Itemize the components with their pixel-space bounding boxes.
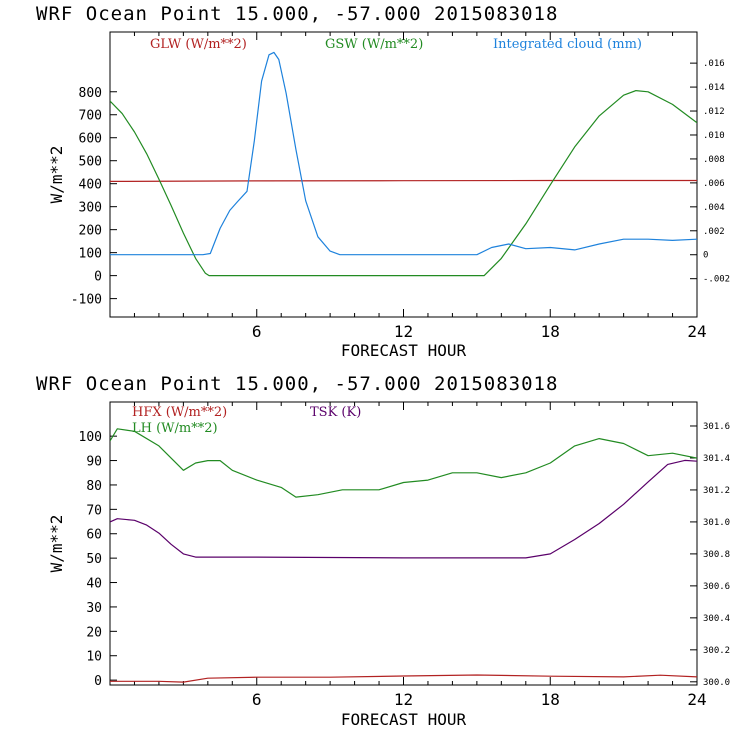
series-line-glw <box>110 179 697 182</box>
y-tick-label: 500 <box>79 155 102 170</box>
y-tick-label: 40 <box>86 577 102 592</box>
y-tick-label: 30 <box>86 601 102 616</box>
right-y-tick-label: .014 <box>703 83 725 93</box>
right-y-tick-label: 301.4 <box>703 454 730 464</box>
y-tick-label: 0 <box>94 270 102 285</box>
y-tick-label: 60 <box>86 528 102 543</box>
legend-tsk: TSK (K) <box>310 405 361 420</box>
y-tick-label: 20 <box>86 625 102 640</box>
y-tick-label: 90 <box>86 455 102 470</box>
right-y-tick-label: 301.2 <box>703 486 730 496</box>
y-tick-label: 80 <box>86 479 102 494</box>
right-y-tick-label: 300.4 <box>703 614 730 624</box>
right-y-tick-label: .010 <box>703 131 725 141</box>
x-tick-label: 12 <box>394 690 413 709</box>
right-y-tick-label: 0 <box>703 251 708 261</box>
y-tick-label: -100 <box>71 293 102 308</box>
y-tick-label: 70 <box>86 503 102 518</box>
legend-glw: GLW (W/m**2) <box>150 37 247 52</box>
x-axis-label: FORECAST HOUR <box>341 341 467 360</box>
y-axis-label: W/m**2 <box>47 146 66 204</box>
y-tick-label: 100 <box>79 247 102 262</box>
y-axis-label: W/m**2 <box>47 515 66 573</box>
x-tick-label: 12 <box>394 322 413 341</box>
series-line-gsw <box>110 90 697 277</box>
plot-frame <box>109 401 698 686</box>
right-y-tick-label: .002 <box>703 227 725 237</box>
right-y-tick-label: 300.2 <box>703 646 730 656</box>
right-y-tick-label: 300.6 <box>703 582 730 592</box>
y-tick-label: 700 <box>79 109 102 124</box>
y-tick-label: 600 <box>79 132 102 147</box>
right-y-tick-label: 300.0 <box>703 678 730 688</box>
y-tick-label: 10 <box>86 650 102 665</box>
plot-frame <box>109 31 698 318</box>
right-y-tick-label: .012 <box>703 107 725 117</box>
legend-lh: LH (W/m**2) <box>132 421 218 436</box>
chart-panel-2: WRF Ocean Point 15.000, -57.000 20150830… <box>36 373 730 729</box>
right-y-tick-label: .016 <box>703 59 725 69</box>
x-tick-label: 18 <box>541 690 560 709</box>
y-tick-label: 100 <box>79 430 102 445</box>
y-tick-label: 0 <box>94 674 102 689</box>
series-line-hfx <box>110 674 697 683</box>
x-tick-label: 24 <box>687 322 706 341</box>
series-line-lh <box>110 428 697 498</box>
y-tick-label: 50 <box>86 552 102 567</box>
chart-title: WRF Ocean Point 15.000, -57.000 20150830… <box>36 373 558 395</box>
right-y-tick-label: .008 <box>703 155 725 165</box>
x-tick-label: 6 <box>252 690 262 709</box>
legend-hfx: HFX (W/m**2) <box>132 405 227 420</box>
y-tick-label: 200 <box>79 224 102 239</box>
y-tick-label: 800 <box>79 86 102 101</box>
series-line-tsk <box>110 459 697 559</box>
right-y-tick-label: -.002 <box>703 275 730 285</box>
x-tick-label: 6 <box>252 322 262 341</box>
right-y-tick-label: 301.0 <box>703 518 730 528</box>
right-y-tick-label: 300.8 <box>703 550 730 560</box>
series-line-integrated <box>110 51 697 256</box>
chart-title: WRF Ocean Point 15.000, -57.000 20150830… <box>36 3 558 25</box>
x-tick-label: 18 <box>541 322 560 341</box>
chart-panel-1: WRF Ocean Point 15.000, -57.000 20150830… <box>36 3 730 360</box>
legend-gsw: GSW (W/m**2) <box>325 37 423 52</box>
y-tick-label: 300 <box>79 201 102 216</box>
right-y-tick-label: 301.6 <box>703 422 730 432</box>
y-tick-label: 400 <box>79 178 102 193</box>
x-tick-label: 24 <box>687 690 706 709</box>
legend-integrated: Integrated cloud (mm) <box>493 37 642 52</box>
x-axis-label: FORECAST HOUR <box>341 710 467 729</box>
right-y-tick-label: .006 <box>703 179 725 189</box>
right-y-tick-label: .004 <box>703 203 725 213</box>
